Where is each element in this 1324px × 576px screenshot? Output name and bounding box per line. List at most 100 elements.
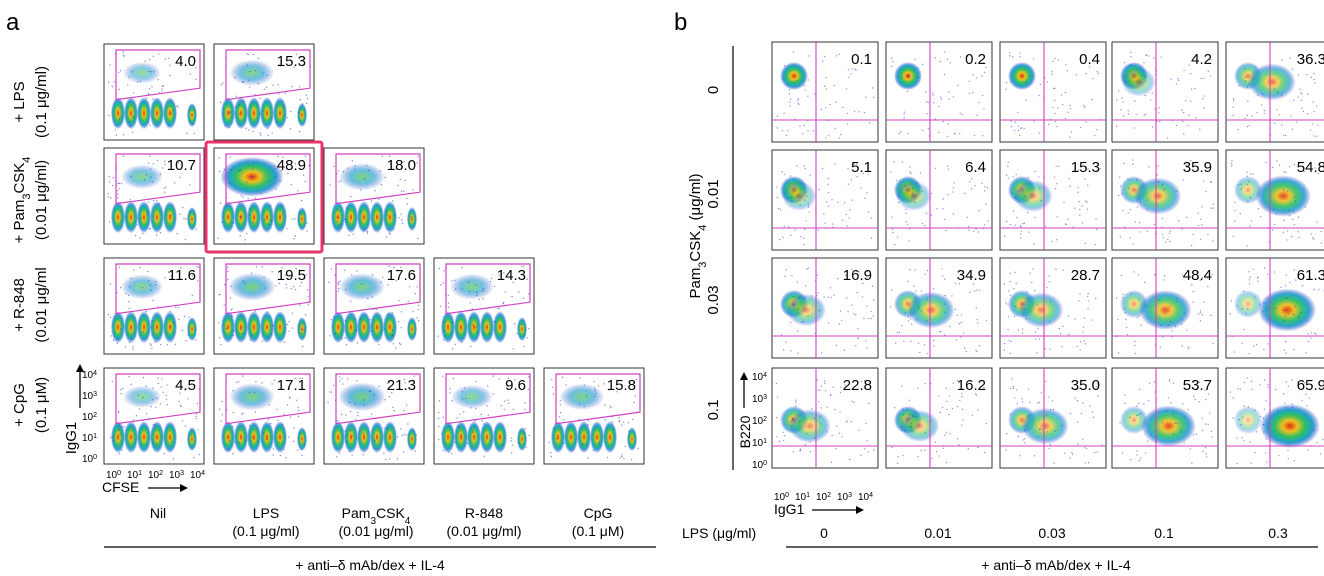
event-dot — [1071, 451, 1073, 454]
event-dot — [917, 387, 919, 389]
event-dot — [1294, 196, 1296, 198]
event-dot — [954, 132, 957, 134]
event-dot — [525, 446, 527, 448]
tick-base: 10 — [82, 391, 94, 402]
event-dot — [1284, 134, 1287, 137]
event-dot — [1205, 398, 1207, 401]
event-dot — [903, 111, 905, 113]
event-dot — [851, 304, 853, 306]
event-dot — [248, 129, 250, 131]
event-dot — [961, 113, 963, 116]
event-dot — [345, 440, 347, 443]
event-dot — [148, 88, 151, 90]
event-dot — [1301, 107, 1303, 109]
event-dot — [909, 413, 911, 415]
event-dot — [926, 269, 929, 272]
event-dot — [265, 86, 268, 89]
event-dot — [1293, 459, 1295, 462]
event-dot — [117, 71, 120, 74]
event-dot — [944, 218, 946, 221]
event-dot — [1048, 281, 1050, 283]
event-dot — [1081, 205, 1083, 207]
event-dot — [1056, 183, 1058, 185]
event-dot — [189, 73, 192, 75]
panel-b-facs-plot: 65.9 — [1225, 367, 1324, 469]
event-dot — [1188, 114, 1190, 116]
panel-a-col-labels: Nil LPS (0.1 μg/ml) Pam3CSK4 (0.01 μg/ml… — [150, 505, 624, 539]
event-dot — [504, 291, 506, 293]
event-dot — [163, 452, 165, 455]
event-dot — [1053, 462, 1055, 464]
event-dot — [1168, 232, 1171, 234]
event-dot — [1138, 460, 1140, 462]
event-dot — [388, 381, 391, 384]
event-dot — [1295, 279, 1297, 281]
event-dot — [388, 265, 390, 267]
cell-cluster — [370, 311, 384, 344]
event-dot — [970, 178, 973, 180]
event-dot — [975, 349, 977, 351]
event-dot — [1276, 109, 1278, 111]
event-dot — [1075, 74, 1078, 76]
event-dot — [306, 97, 309, 100]
event-dot — [1191, 283, 1193, 286]
event-dot — [1144, 94, 1146, 97]
event-dot — [301, 377, 304, 380]
event-dot — [165, 186, 167, 188]
tick-exp: 3 — [93, 391, 97, 398]
event-dot — [354, 318, 357, 321]
event-dot — [1150, 434, 1152, 436]
event-dot — [359, 318, 362, 321]
event-dot — [1074, 207, 1076, 209]
event-dot — [1033, 120, 1035, 122]
event-dot — [563, 442, 565, 445]
event-dot — [230, 169, 233, 171]
cell-cluster — [260, 311, 274, 344]
event-dot — [1085, 72, 1087, 75]
event-dot — [336, 419, 339, 422]
event-dot — [1032, 268, 1034, 270]
event-dot — [268, 404, 271, 406]
event-dot — [328, 391, 331, 393]
event-dot — [947, 91, 950, 93]
event-dot — [900, 429, 903, 431]
event-dot — [951, 295, 953, 297]
event-dot — [791, 200, 793, 202]
event-dot — [857, 328, 859, 330]
event-dot — [119, 70, 122, 72]
event-dot — [117, 196, 119, 199]
event-dot — [862, 172, 864, 175]
event-dot — [229, 110, 231, 113]
event-dot — [191, 275, 193, 277]
event-dot — [288, 330, 290, 332]
event-dot — [284, 92, 287, 95]
event-dot — [1061, 345, 1063, 348]
event-dot — [1012, 387, 1015, 390]
event-dot — [587, 420, 590, 422]
event-dot — [438, 267, 440, 270]
panel-a-tick-label: 103 — [169, 470, 184, 482]
event-dot — [476, 331, 479, 333]
quadrant-percentage: 36.3 — [1297, 51, 1324, 68]
event-dot — [1169, 230, 1172, 232]
event-dot — [1243, 405, 1245, 408]
panel-a-facs-plot: 11.6 — [103, 257, 205, 355]
event-dot — [944, 294, 947, 297]
event-dot — [1247, 406, 1250, 408]
event-dot — [1038, 338, 1041, 340]
col-label-lps: LPS — [253, 505, 279, 521]
event-dot — [903, 113, 905, 115]
event-dot — [378, 385, 380, 388]
event-dot — [910, 426, 913, 428]
event-dot — [229, 112, 232, 114]
event-dot — [827, 134, 830, 137]
event-dot — [974, 169, 976, 171]
event-dot — [1250, 462, 1253, 464]
event-dot — [1161, 183, 1164, 186]
event-dot — [978, 209, 980, 212]
event-dot — [805, 220, 807, 222]
event-dot — [1147, 399, 1150, 402]
event-dot — [229, 297, 232, 299]
event-dot — [1300, 99, 1302, 101]
event-dot — [231, 308, 233, 310]
